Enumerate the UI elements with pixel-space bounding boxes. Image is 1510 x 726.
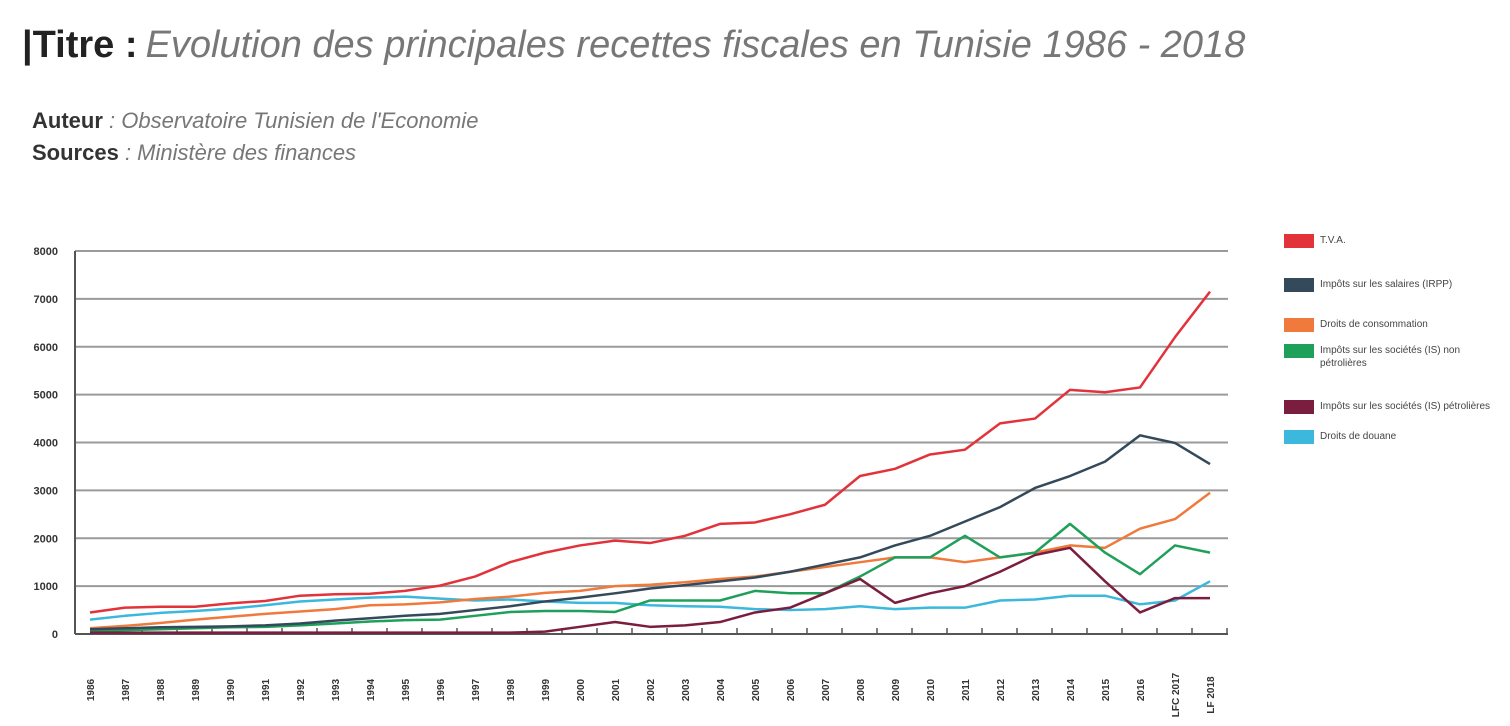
legend-label: Impôts sur les sociétés (IS) pétrolières: [1320, 401, 1491, 412]
sources-line: Sources : Ministère des finances: [32, 140, 356, 166]
legend-swatch: [1284, 318, 1314, 332]
x-tick-label: 1992: [296, 678, 307, 701]
x-tick-label: 1998: [506, 678, 517, 701]
x-tick-label: 2011: [961, 679, 972, 701]
x-tick-label: 2005: [751, 678, 762, 701]
x-tick-label: 2012: [996, 678, 1007, 701]
legend-label: Impôts sur les sociétés (IS) non pétroli…: [1320, 345, 1461, 369]
y-tick-label: 7000: [34, 294, 58, 306]
sources-value: : Ministère des finances: [124, 140, 357, 165]
author-line: Auteur : Observatoire Tunisien de l'Econ…: [32, 108, 478, 134]
legend-swatch: [1284, 400, 1314, 414]
x-tick-label: 2000: [576, 678, 587, 701]
x-tick-label: 2015: [1101, 678, 1112, 701]
y-tick-label: 4000: [34, 438, 58, 450]
x-tick-label: 2008: [856, 678, 867, 701]
y-tick-label: 1000: [34, 581, 58, 593]
legend-item: Impôts sur les sociétés (IS) non pétroli…: [1284, 344, 1500, 370]
series-line-0: [89, 290, 1211, 614]
x-tick-label: LFC 2017: [1171, 672, 1182, 717]
series-line-4: [90, 546, 1210, 634]
x-tick-label: 1993: [331, 678, 342, 701]
legend-swatch: [1284, 430, 1314, 444]
x-tick-label: 2010: [926, 678, 937, 701]
x-tick-label: 2009: [891, 678, 902, 701]
x-tick-label: 1988: [156, 678, 167, 701]
y-tick-label: 2000: [34, 533, 58, 545]
legend-label: T.V.A.: [1320, 235, 1346, 246]
legend-item: Droits de consommation: [1284, 318, 1500, 332]
legend-swatch: [1284, 234, 1314, 248]
x-tick-label: 1994: [366, 678, 377, 701]
x-tick-label: 2002: [646, 678, 657, 701]
x-tick-label: 1995: [401, 678, 412, 701]
author-label: Auteur: [32, 108, 103, 133]
y-tick-label: 6000: [34, 342, 58, 354]
x-tick-label: 2004: [716, 678, 727, 701]
legend-label: Impôts sur les salaires (IRPP): [1320, 279, 1453, 290]
author-value: : Observatoire Tunisien de l'Economie: [109, 108, 479, 133]
x-tick-label: LF 2018: [1206, 676, 1217, 714]
x-tick-label: 2003: [681, 678, 692, 701]
x-tick-label: 2014: [1066, 678, 1077, 701]
legend-swatch: [1284, 278, 1314, 292]
series-line-2: [89, 491, 1211, 630]
chart-title: |Titre : Evolution des principales recett…: [22, 24, 1245, 67]
title-label: |Titre :: [22, 24, 138, 66]
y-tick-label: 8000: [34, 246, 58, 258]
x-tick-label: 2013: [1031, 678, 1042, 701]
x-tick-label: 2016: [1136, 678, 1147, 701]
y-tick-label: 5000: [34, 390, 58, 402]
x-tick-label: 1989: [191, 678, 202, 701]
x-tick-label: 1999: [541, 678, 552, 701]
legend-label: Droits de consommation: [1320, 319, 1428, 330]
x-tick-label: 1987: [121, 678, 132, 701]
x-tick-label: 1986: [86, 678, 97, 701]
legend-label: Droits de douane: [1320, 431, 1397, 442]
x-tick-label: 1990: [226, 678, 237, 701]
legend-item: Impôts sur les salaires (IRPP): [1284, 278, 1500, 292]
y-tick-label: 3000: [34, 485, 58, 497]
title-text: Evolution des principales recettes fisca…: [145, 24, 1246, 66]
x-tick-label: 2006: [786, 678, 797, 701]
sources-label: Sources: [32, 140, 119, 165]
x-tick-label: 1996: [436, 678, 447, 701]
legend-item: Impôts sur les sociétés (IS) pétrolières: [1284, 400, 1500, 414]
y-tick-label: 0: [52, 629, 58, 641]
x-tick-label: 1991: [261, 678, 272, 701]
x-tick-label: 1997: [471, 678, 482, 701]
legend-item: T.V.A.: [1284, 234, 1500, 248]
x-tick-label: 2007: [821, 678, 832, 701]
x-tick-label: 2001: [611, 678, 622, 701]
legend-item: Droits de douane: [1284, 430, 1500, 444]
legend-swatch: [1284, 344, 1314, 358]
